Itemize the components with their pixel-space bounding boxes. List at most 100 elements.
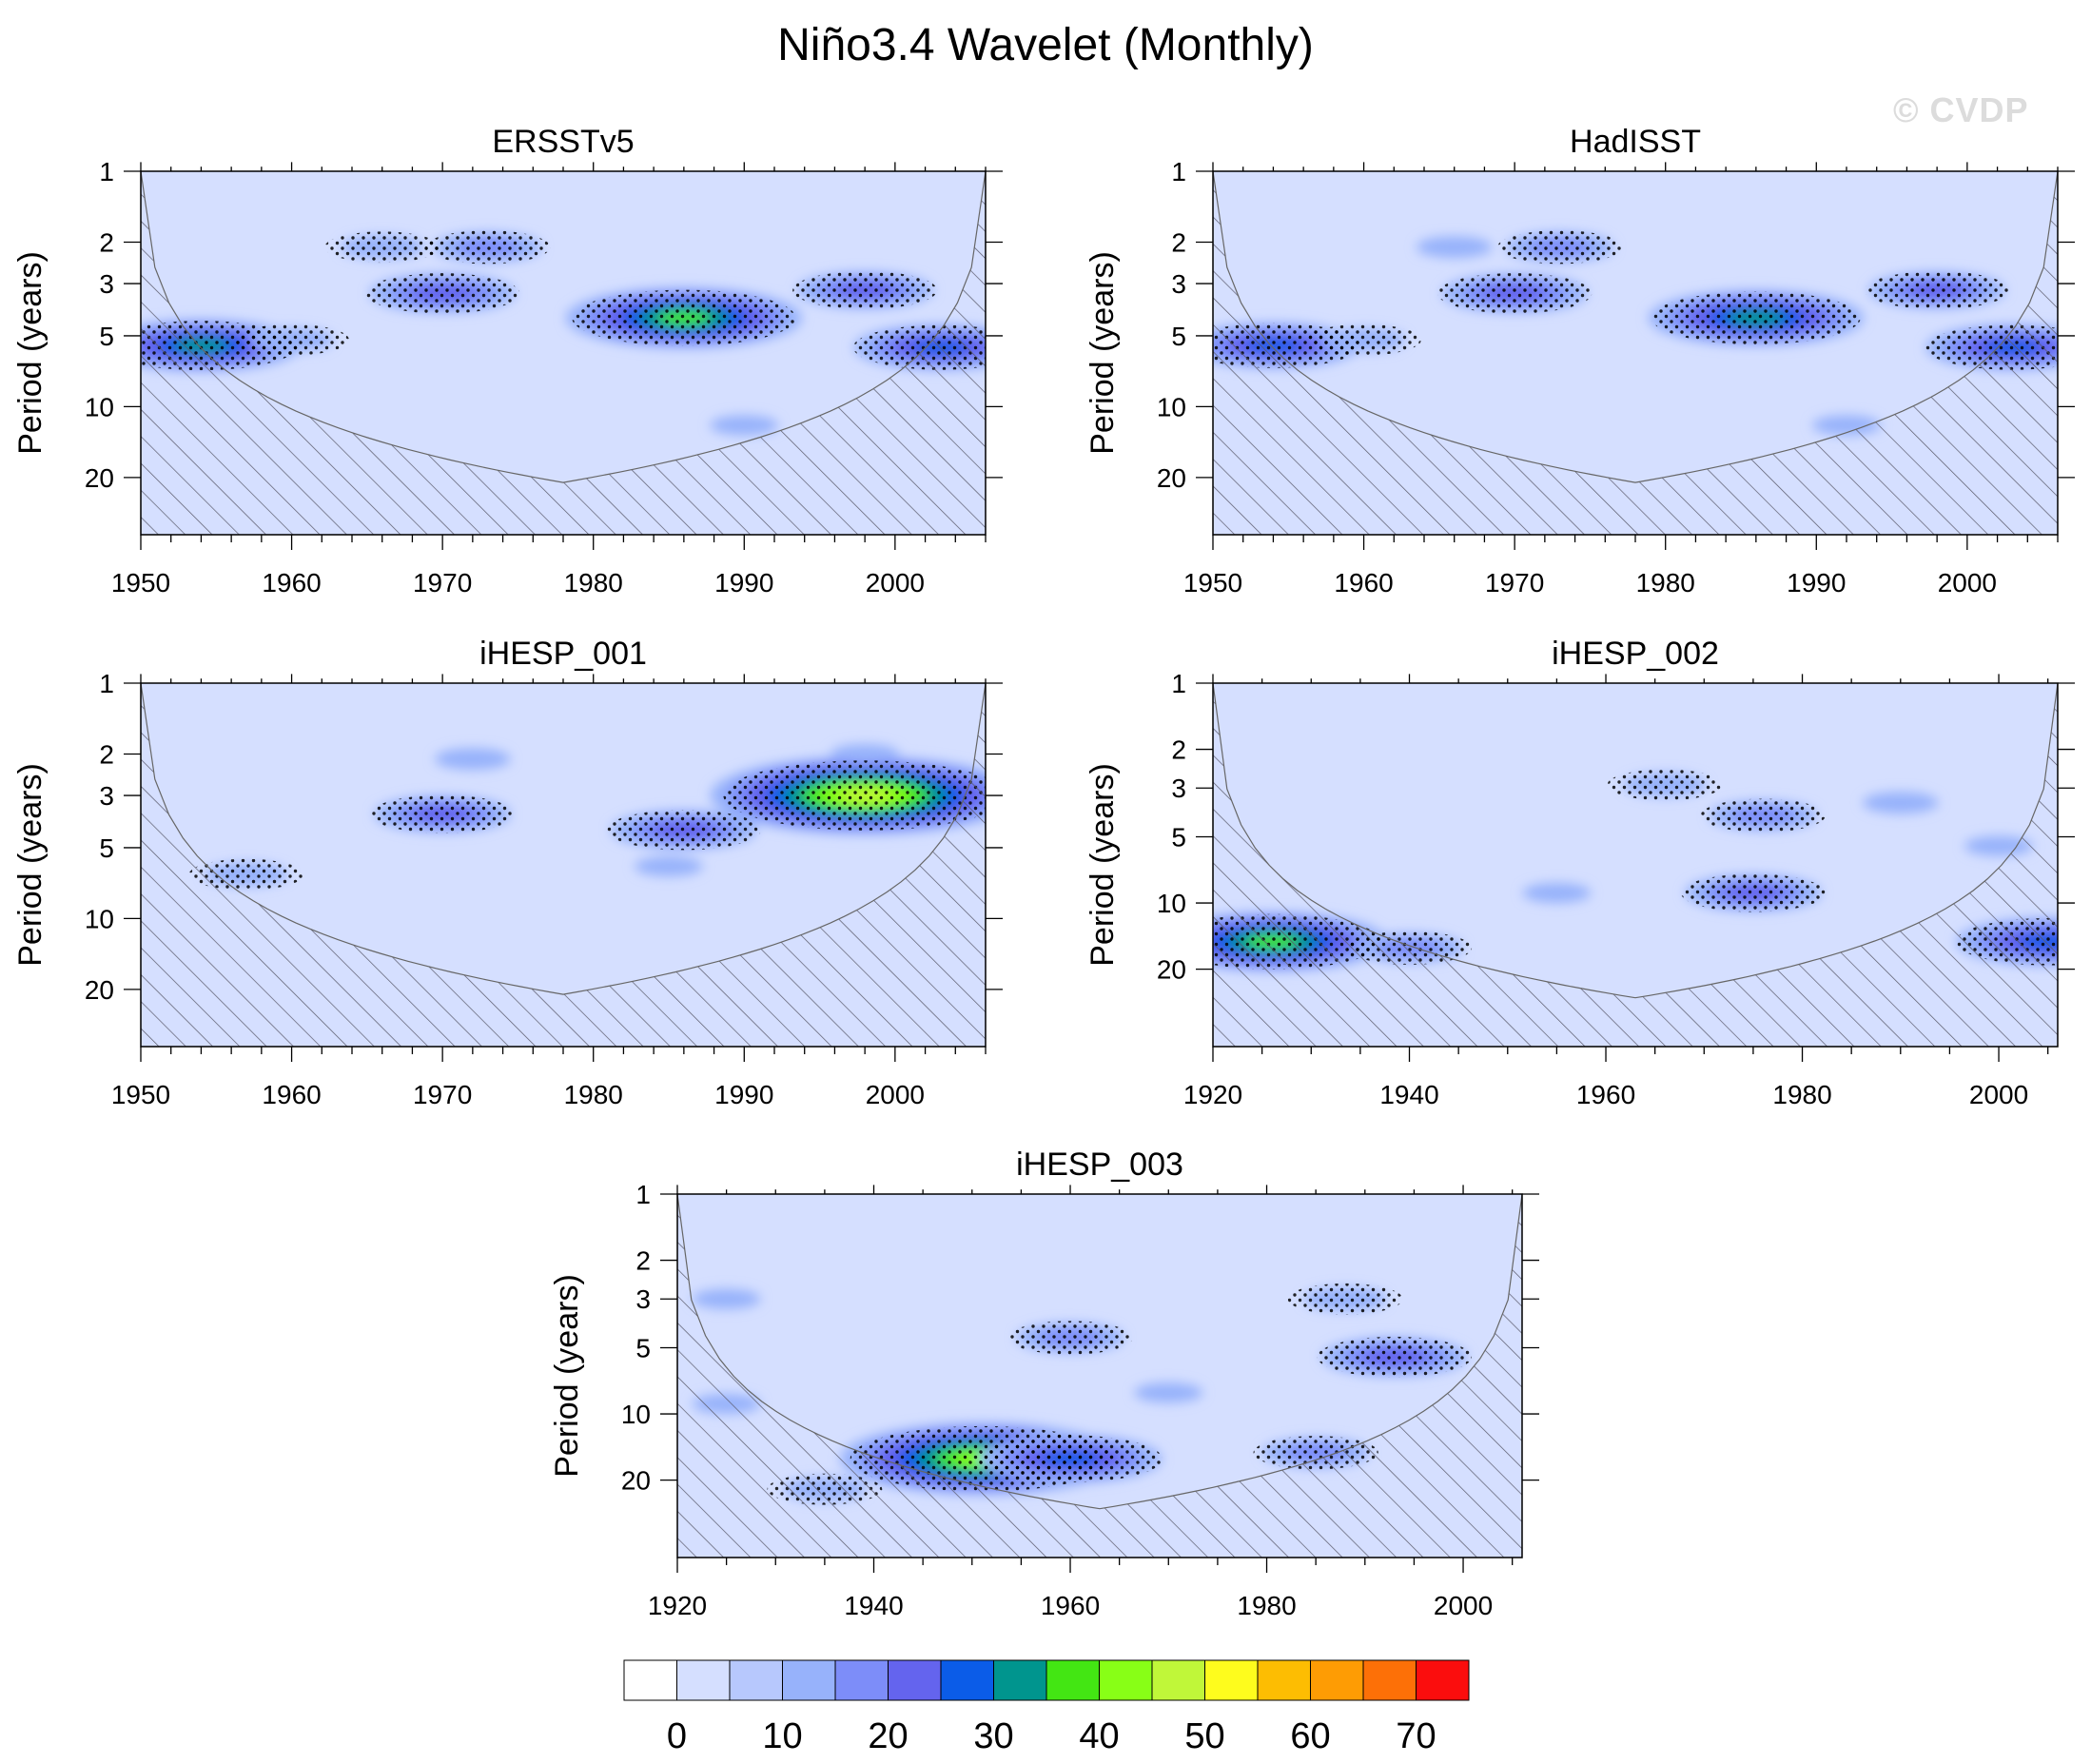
y-tick-label: 2: [99, 739, 114, 769]
colorbar-box: [888, 1659, 942, 1701]
y-tick-label: 1: [635, 1180, 651, 1209]
x-tick-label: 1970: [413, 1080, 472, 1109]
panel-title: iHESP_002: [1552, 636, 1719, 672]
y-tick-label: 20: [1157, 955, 1186, 985]
power-blob-6-level-2: [831, 743, 900, 764]
panel-title: ERSSTv5: [492, 124, 634, 160]
y-tick-label: 5: [99, 833, 114, 863]
colorbar-box: [1099, 1659, 1153, 1701]
panels-layer: 1950 1960 1970 1980 1990 2000 1 2 3 5 10 20 ERSSTv5 P…: [12, 124, 2075, 1620]
x-tick-label: 1950: [111, 568, 170, 598]
y-tick-label: 1: [99, 157, 114, 186]
y-tick-label: 5: [1171, 823, 1186, 853]
colorbar-box: [1362, 1659, 1417, 1701]
x-tick-label: 1950: [1183, 568, 1242, 598]
y-tick-label: 5: [635, 1334, 651, 1363]
y-tick-label: 1: [1171, 669, 1186, 698]
colorbar-box: [782, 1659, 836, 1701]
colorbar-box: [1416, 1659, 1470, 1701]
power-blob-4-level-2: [435, 748, 511, 771]
y-axis-label: Period (years): [1085, 763, 1121, 967]
power-blob-5-level-2: [1416, 236, 1493, 259]
y-axis-label: Period (years): [549, 1274, 585, 1478]
x-tick-label: 1960: [1334, 568, 1393, 598]
cone-of-influence: [141, 171, 986, 535]
significance-stipple-4: [1007, 1321, 1133, 1355]
x-tick-label: 2000: [1434, 1591, 1493, 1620]
colorbar-label: 40: [1079, 1716, 1119, 1756]
y-tick-label: 2: [99, 227, 114, 257]
colorbar-box: [1310, 1659, 1364, 1701]
x-tick-label: 1920: [648, 1591, 707, 1620]
colorbar-box: [676, 1659, 731, 1701]
colorbar-label: 60: [1290, 1716, 1330, 1756]
y-tick-label: 3: [1171, 774, 1186, 803]
x-tick-label: 2000: [1938, 568, 1997, 598]
x-tick-label: 1980: [1636, 568, 1695, 598]
colorbar-box: [1151, 1659, 1205, 1701]
y-tick-label: 3: [99, 781, 114, 811]
colorbar-box: [993, 1659, 1047, 1701]
significance-stipple-6: [1497, 230, 1623, 265]
x-tick-label: 1990: [1787, 568, 1846, 598]
y-tick-label: 3: [635, 1284, 651, 1314]
y-tick-label: 20: [85, 463, 114, 493]
colorbar-box: [1046, 1659, 1100, 1701]
power-blob-10-level-2: [1134, 1382, 1203, 1403]
y-tick-label: 2: [635, 1246, 651, 1276]
significance-stipple-8: [234, 323, 349, 356]
wavelet-panel-3: 1950 1960 1970 1980 1990 2000 1 2 3 5 10 20 iHESP_00…: [12, 636, 1003, 1109]
x-tick-label: 1960: [1041, 1591, 1100, 1620]
colorbar-box: [623, 1659, 677, 1701]
x-tick-label: 1970: [413, 568, 472, 598]
panel-title: iHESP_003: [1016, 1147, 1183, 1183]
colorbar-label: 20: [868, 1716, 908, 1756]
colorbar-box: [1204, 1659, 1259, 1701]
significance-stipple-2: [572, 289, 796, 346]
y-tick-label: 10: [621, 1400, 651, 1429]
x-tick-label: 1960: [262, 1080, 321, 1109]
y-tick-label: 10: [85, 392, 114, 421]
plot-frame: [1212, 682, 2059, 1048]
colorbar-box: [940, 1659, 994, 1701]
y-tick-label: 5: [1171, 322, 1186, 351]
wavelet-panel-1: 1950 1960 1970 1980 1990 2000 1 2 3 5 10 20 ERSSTv5 P…: [12, 124, 1003, 598]
x-tick-label: 1990: [714, 1080, 773, 1109]
x-tick-label: 1940: [1379, 1080, 1438, 1109]
colorbar-label: 0: [667, 1716, 687, 1756]
y-tick-label: 5: [99, 322, 114, 351]
significance-stipple-5: [1287, 1283, 1403, 1315]
y-tick-label: 20: [621, 1466, 651, 1496]
x-tick-label: 2000: [866, 568, 925, 598]
significance-stipple-3: [370, 794, 516, 833]
significance-stipple-2: [978, 1435, 1163, 1483]
x-tick-label: 1960: [262, 568, 321, 598]
y-tick-label: 3: [99, 269, 114, 299]
x-tick-label: 1920: [1183, 1080, 1242, 1109]
x-tick-label: 1940: [844, 1591, 903, 1620]
x-tick-label: 2000: [866, 1080, 925, 1109]
cone-of-influence: [141, 683, 986, 1047]
x-tick-label: 2000: [1969, 1080, 2028, 1109]
significance-stipple-8: [1306, 323, 1421, 356]
x-tick-label: 1980: [1772, 1080, 1831, 1109]
colorbar-label: 50: [1184, 1716, 1224, 1756]
significance-stipple-5: [324, 231, 440, 264]
figure-title: Niño3.4 Wavelet (Monthly): [777, 20, 1314, 70]
colorbar-box: [729, 1659, 783, 1701]
colorbar-label: 70: [1396, 1716, 1436, 1756]
x-tick-label: 1950: [111, 1080, 170, 1109]
y-tick-label: 1: [1171, 157, 1186, 186]
y-tick-label: 10: [85, 904, 114, 933]
y-tick-label: 1: [99, 669, 114, 698]
power-blob-6-level-2: [692, 1288, 761, 1309]
significance-stipple-3: [364, 273, 520, 314]
significance-stipple-6: [425, 230, 551, 265]
cvdp-watermark: © CVDP: [1893, 90, 2029, 129]
wavelet-panel-5: 1920 1940 1960 1980 2000 1 2 3 5 10 20 iHESP_003 Per…: [549, 1147, 1539, 1620]
y-tick-label: 20: [85, 975, 114, 1005]
colorbar: 0 10 20 30 40 50 60 70: [623, 1659, 1470, 1756]
significance-stipple-2: [606, 809, 762, 851]
x-tick-label: 1970: [1485, 568, 1544, 598]
significance-stipple-3: [1436, 273, 1593, 314]
